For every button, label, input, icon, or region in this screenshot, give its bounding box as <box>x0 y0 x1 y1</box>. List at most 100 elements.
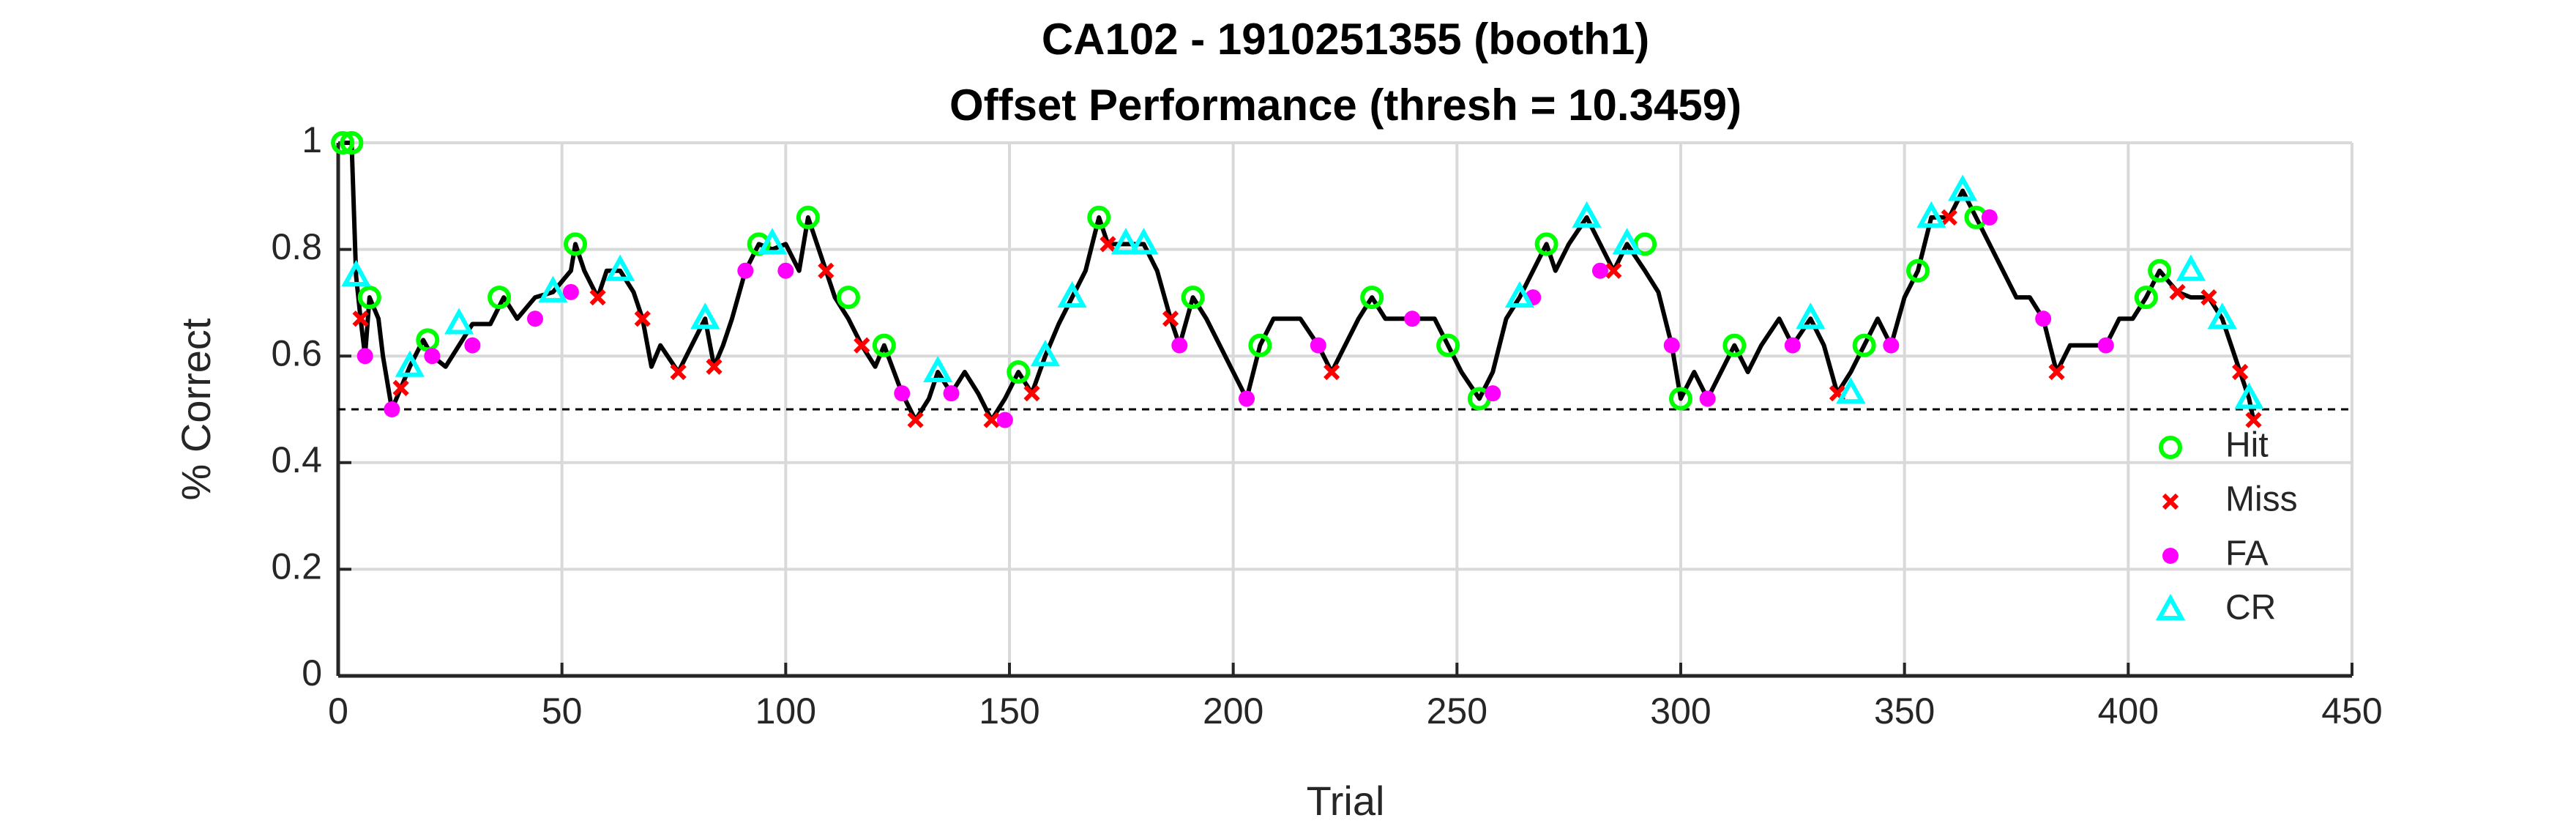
miss-marker <box>2169 283 2186 300</box>
miss-marker <box>854 337 870 354</box>
fa-marker <box>1591 262 1608 279</box>
cr-marker <box>757 228 788 255</box>
hit-marker <box>1360 286 1384 310</box>
hit-marker <box>357 286 381 310</box>
y-tick-label: 0.8 <box>271 226 322 267</box>
hit-marker <box>1248 333 1272 357</box>
fa-marker <box>1981 209 1998 226</box>
fa-marker <box>464 337 481 354</box>
fa-marker <box>562 283 579 300</box>
hit-marker <box>1007 360 1031 384</box>
miss-marker <box>1100 236 1116 253</box>
chart-title: CA102 - 1910251355 (booth1) <box>1042 15 1649 64</box>
fa-marker <box>1784 337 1801 354</box>
cr-marker <box>538 275 568 302</box>
cr-marker <box>2234 382 2264 409</box>
cr-marker <box>690 302 720 330</box>
fa-marker <box>943 385 960 402</box>
x-tick-label: 0 <box>328 691 348 732</box>
hit-marker <box>2148 258 2172 283</box>
x-tick-label: 250 <box>1427 691 1487 732</box>
cr-marker <box>1612 228 1642 255</box>
fa-marker <box>526 310 543 327</box>
x-axis-label: Trial <box>1307 778 1385 824</box>
fa-marker <box>1239 390 1255 407</box>
legend-item: Hit <box>2159 426 2269 465</box>
hit-marker <box>1087 205 1111 229</box>
y-tick-label: 0.6 <box>271 332 322 373</box>
cr-marker <box>1030 340 1061 367</box>
hit-marker <box>1534 232 1558 256</box>
hit-marker <box>331 131 355 155</box>
x-tick-label: 50 <box>542 691 583 732</box>
fa-marker <box>2035 310 2052 327</box>
miss-marker <box>1605 262 1622 279</box>
fa-marker <box>1171 337 1188 354</box>
hit-marker <box>836 286 860 310</box>
miss-marker <box>1941 209 1957 226</box>
cr-marker <box>2176 254 2206 281</box>
cr-marker <box>444 308 474 335</box>
cr-marker <box>2207 302 2237 330</box>
hit-marker <box>1436 333 1460 357</box>
cr-marker <box>923 355 953 383</box>
y-tick-label: 0.2 <box>271 546 322 587</box>
x-tick-label: 150 <box>979 691 1039 732</box>
miss-marker <box>2232 363 2249 381</box>
hit-marker <box>1181 286 1205 310</box>
legend-label: CR <box>2225 589 2276 628</box>
miss-marker <box>670 363 687 381</box>
hit-marker <box>796 205 820 229</box>
legend-label: Hit <box>2225 426 2269 465</box>
x-tick-label: 350 <box>1874 691 1935 732</box>
legend-label: FA <box>2225 535 2269 573</box>
hit-marker <box>1906 258 1930 283</box>
legend-label: Miss <box>2225 480 2298 519</box>
miss-marker <box>2162 493 2179 510</box>
fa-marker <box>424 348 441 365</box>
miss-marker <box>2200 289 2217 306</box>
miss-marker <box>634 310 651 327</box>
y-tick-label: 0.4 <box>271 439 322 480</box>
cr-marker <box>1504 280 1535 308</box>
y-tick-label: 0 <box>302 652 322 693</box>
cr-marker <box>395 350 425 377</box>
y-axis-label: % Correct <box>173 318 219 500</box>
miss-marker <box>983 412 1000 428</box>
hit-marker <box>340 131 364 155</box>
miss-marker <box>352 310 369 327</box>
fa-marker <box>384 401 400 417</box>
hit-marker <box>564 232 588 256</box>
x-tick-label: 100 <box>755 691 816 732</box>
hit-marker <box>1722 333 1747 357</box>
fa-marker <box>1663 337 1680 354</box>
fa-marker <box>1883 337 1900 354</box>
cr-marker <box>1572 201 1602 228</box>
fa-marker <box>356 348 373 365</box>
legend-item: CR <box>2155 589 2276 628</box>
cr-marker <box>1836 376 1866 404</box>
miss-marker <box>2048 363 2065 381</box>
hit-marker <box>2134 286 2158 310</box>
x-tick-label: 450 <box>2321 691 2382 732</box>
cr-marker <box>1057 280 1087 308</box>
cr-marker <box>1796 302 1826 330</box>
performance-line <box>343 141 2256 423</box>
fa-marker <box>737 262 754 279</box>
miss-marker <box>1162 310 1179 327</box>
chart-subtitle: Offset Performance (thresh = 10.3459) <box>949 81 1741 130</box>
miss-marker <box>1023 385 1040 402</box>
legend-item: FA <box>2162 535 2269 573</box>
cr-marker <box>1948 174 1978 201</box>
fa-marker <box>996 412 1013 428</box>
cr-marker <box>2155 593 2186 620</box>
fa-marker <box>2162 548 2179 564</box>
hit-marker <box>1669 387 1692 411</box>
fa-marker <box>894 385 911 402</box>
cr-marker <box>605 254 635 281</box>
cr-marker <box>1916 201 1946 228</box>
cr-marker <box>341 259 371 286</box>
hit-marker <box>2159 436 2182 459</box>
hit-marker <box>488 286 512 310</box>
